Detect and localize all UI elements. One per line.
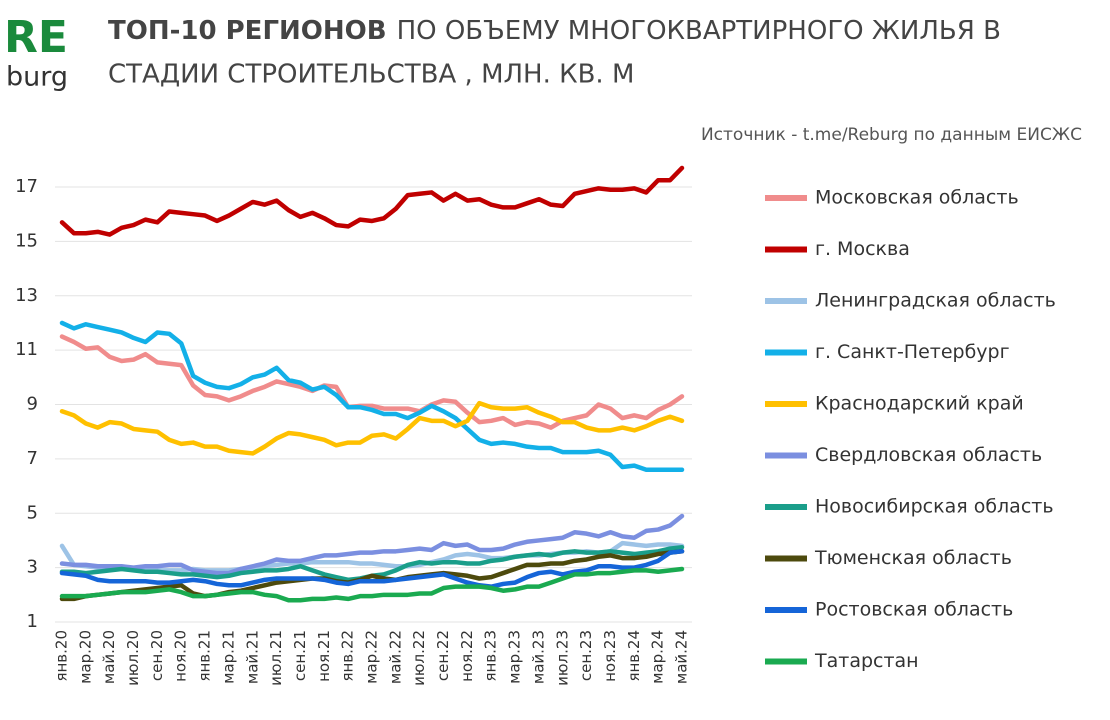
x-tick-label: сен.22 [434, 630, 452, 681]
legend-label: Краснодарский край [815, 393, 1024, 415]
y-tick-label: 1 [27, 611, 38, 632]
x-tick-label: июл.20 [124, 630, 142, 686]
series-line [59, 320, 685, 472]
x-tick-label: янв.20 [53, 630, 71, 682]
legend-label: Татарстан [814, 650, 919, 672]
x-tick-label: ноя.21 [315, 630, 333, 682]
y-tick-label: 17 [15, 176, 38, 197]
x-tick-label: мар.21 [219, 630, 237, 684]
series-line [59, 549, 685, 602]
logo-bottom: burg [6, 62, 68, 93]
y-tick-label: 9 [27, 394, 38, 415]
series-line [59, 566, 685, 603]
title-rest: ПО ОБЪЕМУ МНОГОКВАРТИРНОГО ЖИЛЬЯ В [397, 16, 1001, 46]
legend-label: Московская область [815, 187, 1019, 209]
chart-title-line2: СТАДИИ СТРОИТЕЛЬСТВА , МЛН. КВ. М [108, 60, 634, 90]
series-line [59, 513, 685, 576]
x-tick-label: ноя.20 [172, 630, 190, 682]
x-tick-label: июл.23 [553, 630, 571, 686]
series-line [59, 400, 685, 456]
x-tick-label: мар.24 [649, 630, 667, 684]
legend-label: г. Москва [815, 238, 910, 260]
x-tick-label: июл.21 [267, 630, 285, 686]
y-tick-label: 3 [27, 557, 38, 578]
x-tick-label: янв.24 [625, 630, 643, 682]
legend-label: Ростовская область [815, 599, 1013, 621]
source: Источник - t.me/Reburg по данным ЕИСЖС [701, 125, 1082, 145]
legend-label: Свердловская область [815, 444, 1042, 466]
x-tick-label: май.23 [529, 630, 547, 684]
y-tick-label: 11 [15, 339, 38, 360]
legend-label: Тюменская область [814, 547, 1012, 569]
title-bold: ТОП-10 РЕГИОНОВ [108, 16, 387, 46]
legend-label: Ленинградская область [815, 290, 1056, 312]
x-tick-label: сен.23 [577, 630, 595, 681]
series-line [59, 549, 685, 589]
series-line [59, 334, 685, 430]
x-tick-label: сен.20 [148, 630, 166, 681]
x-tick-label: сен.21 [291, 630, 309, 681]
x-tick-label: ноя.22 [458, 630, 476, 682]
y-tick-label: 15 [15, 230, 38, 251]
x-tick-label: май.20 [100, 630, 118, 684]
x-tick-label: май.22 [386, 630, 404, 684]
x-tick-label: янв.22 [339, 630, 357, 682]
chart-title: ТОП-10 РЕГИОНОВ ПО ОБЪЕМУ МНОГОКВАРТИРНОГ… [108, 16, 1001, 46]
legend-label: г. Санкт-Петербург [815, 341, 1010, 363]
x-tick-label: ноя.23 [601, 630, 619, 682]
x-tick-label: мар.22 [363, 630, 381, 684]
x-tick-label: янв.21 [196, 630, 214, 682]
series-line [59, 165, 685, 237]
y-tick-label: 7 [27, 448, 38, 469]
x-tick-label: янв.23 [482, 630, 500, 682]
y-tick-label: 13 [15, 285, 38, 306]
x-tick-label: май.24 [673, 630, 691, 684]
x-tick-label: май.21 [243, 630, 261, 684]
x-tick-label: мар.20 [76, 630, 94, 684]
logo-top: RE [4, 12, 68, 63]
y-tick-label: 5 [27, 502, 38, 523]
x-tick-label: июл.22 [410, 630, 428, 686]
legend-label: Новосибирская область [815, 496, 1054, 518]
x-tick-label: мар.23 [506, 630, 524, 684]
